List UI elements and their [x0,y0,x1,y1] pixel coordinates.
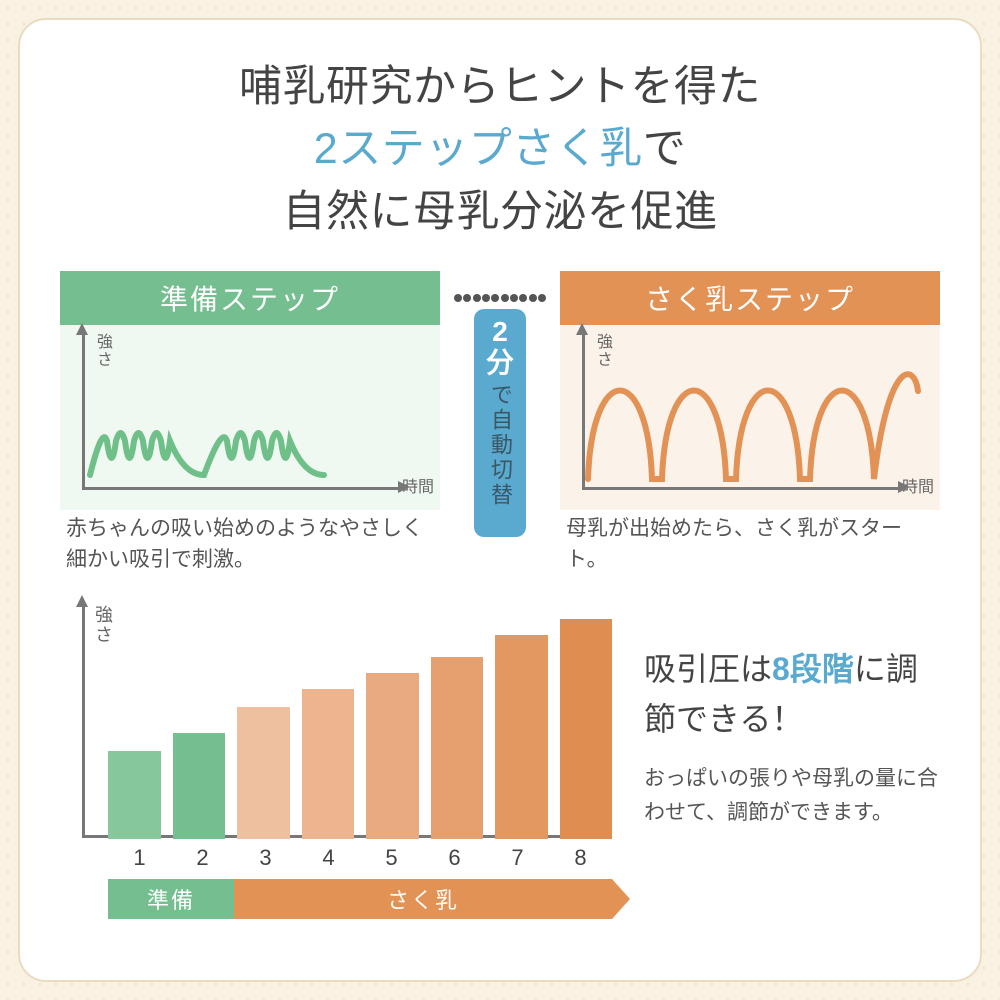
headline: 哺乳研究からヒントを得た 2ステップさく乳で 自然に母乳分泌を促進 [60,56,940,243]
bar-xnums: 12345678 [108,845,612,871]
switch-pill: 2 分 で自動切替 [474,309,526,537]
step2-head: さく乳ステップ [560,271,940,325]
right-head: 吸引圧は8段階に調節できる！ [644,645,940,744]
step1-desc: 赤ちゃんの吸い始めのようなやさしく細かい吸引で刺激。 [60,510,440,581]
barnum-3: 3 [234,845,297,871]
step1-wave [70,325,430,495]
headline-line3: 自然に母乳分泌を促進 [283,188,718,236]
step2-box: さく乳ステップ 強さ 時間 母乳が出始めたら、さく乳がスタート。 [560,271,940,581]
dotted-connector [454,291,546,304]
headline-line2-blue: 2ステップさく乳 [314,125,643,173]
barnum-5: 5 [360,845,423,871]
bar-3 [237,707,290,839]
ribbon-さく乳: さく乳 [234,879,612,919]
steps-row: 2 分 で自動切替 準備ステップ 強さ 時間 赤ちゃんの吸い始めのようなやさしく… [60,271,940,581]
step1-head: 準備ステップ [60,271,440,325]
lower-row: 強さ 12345678 準備さく乳 吸引圧は8段階に調節できる！ おっぱいの張り… [60,605,940,935]
info-card: 哺乳研究からヒントを得た 2ステップさく乳で 自然に母乳分泌を促進 2 分 で自… [18,18,982,982]
bar-6 [431,657,484,839]
headline-line2-suffix: で [643,125,687,173]
barnum-4: 4 [297,845,360,871]
step1-box: 準備ステップ 強さ 時間 赤ちゃんの吸い始めのようなやさしく細かい吸引で刺激。 [60,271,440,581]
headline-line1: 哺乳研究からヒントを得た [239,63,761,111]
ribbon-準備: 準備 [108,879,234,919]
right-head-pre: 吸引圧は [644,651,772,687]
right-body: おっぱいの張りや母乳の量に合わせて、調節ができます。 [644,762,940,829]
step2-desc: 母乳が出始めたら、さく乳がスタート。 [560,510,940,581]
barnum-7: 7 [486,845,549,871]
right-head-blue: 8段階 [772,651,854,687]
bar-5 [366,673,419,839]
bar-ribbons: 準備さく乳 [108,879,612,919]
bar-4 [302,689,355,839]
bars [108,619,612,839]
step2-body: 強さ 時間 [560,325,940,510]
step1-body: 強さ 時間 [60,325,440,510]
bar-2 [173,733,226,839]
barnum-6: 6 [423,845,486,871]
barnum-1: 1 [108,845,171,871]
bar-8 [560,619,613,839]
bar-chart: 強さ 12345678 準備さく乳 [60,605,620,935]
bar-1 [108,751,161,839]
barnum-2: 2 [171,845,234,871]
step2-wave [570,325,930,495]
right-text: 吸引圧は8段階に調節できる！ おっぱいの張りや母乳の量に合わせて、調節ができます… [644,605,940,935]
switch-min: 分 [486,348,514,379]
bar-7 [495,635,548,839]
barnum-8: 8 [549,845,612,871]
switch-num: 2 [492,317,508,348]
switch-text: で自動切替 [484,383,516,508]
